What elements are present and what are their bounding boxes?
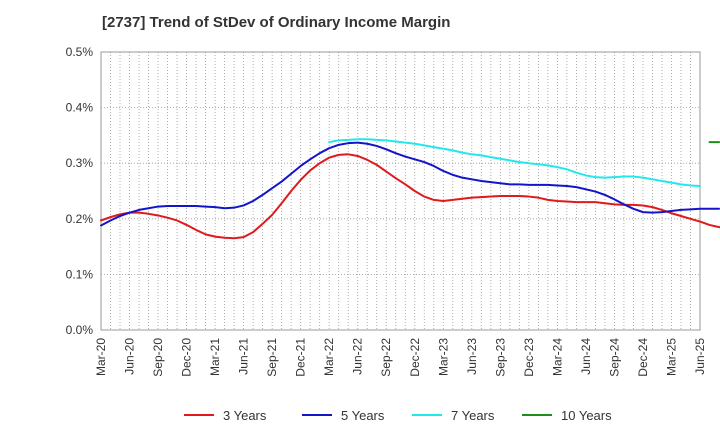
x-tick-label: Jun-20: [123, 338, 137, 375]
x-tick-label: Dec-23: [522, 338, 536, 377]
x-tick-label: Mar-23: [436, 338, 450, 376]
legend: 3 Years 5 Years 7 Years 10 Years: [184, 408, 612, 423]
x-tick-label: Jun-21: [237, 338, 251, 375]
x-tick-label: Mar-24: [550, 338, 564, 376]
x-tick-label: Sep-20: [151, 338, 165, 377]
x-tick-label: Sep-21: [265, 338, 279, 377]
x-tick-label: Jun-22: [351, 338, 365, 375]
x-tick-label: Mar-21: [208, 338, 222, 376]
y-tick-label: 0.1%: [66, 267, 94, 281]
plot-frame: [100, 51, 701, 331]
x-tick-label: Sep-23: [493, 338, 507, 377]
x-tick-label: Mar-20: [94, 338, 108, 376]
series-lines: [100, 138, 720, 240]
x-tick-label: Dec-20: [180, 338, 194, 377]
legend-label: 7 Years: [451, 408, 495, 423]
x-tick-label: Jun-23: [465, 338, 479, 375]
x-tick-label: Dec-21: [294, 338, 308, 377]
y-tick-label: 0.5%: [66, 45, 94, 59]
grid-lines: [101, 52, 700, 330]
x-tick-label: Jun-25: [693, 338, 707, 375]
legend-label: 5 Years: [341, 408, 385, 423]
x-tick-label: Dec-22: [408, 338, 422, 377]
legend-label: 3 Years: [223, 408, 267, 423]
y-tick-label: 0.0%: [66, 323, 94, 337]
legend-label: 10 Years: [561, 408, 612, 423]
x-tick-label: Sep-24: [607, 338, 621, 377]
series-line-7-years: [328, 138, 701, 187]
chart-title: [2737] Trend of StDev of Ordinary Income…: [102, 14, 451, 31]
y-tick-label: 0.2%: [66, 212, 94, 226]
y-tick-label: 0.4%: [66, 101, 94, 115]
x-tick-label: Mar-22: [322, 338, 336, 376]
x-tick-label: Mar-25: [664, 338, 678, 376]
series-line-5-years: [100, 141, 720, 227]
x-tick-label: Dec-24: [636, 338, 650, 377]
x-tick-label: Jun-24: [579, 338, 593, 375]
y-tick-label: 0.3%: [66, 156, 94, 170]
x-tick-label: Sep-22: [379, 338, 393, 377]
axes: 0.0% 0.1% 0.2% 0.3% 0.4% 0.5% Mar-20 Jun-20 Sep-…: [66, 45, 707, 377]
series-line-3-years: [100, 153, 720, 240]
